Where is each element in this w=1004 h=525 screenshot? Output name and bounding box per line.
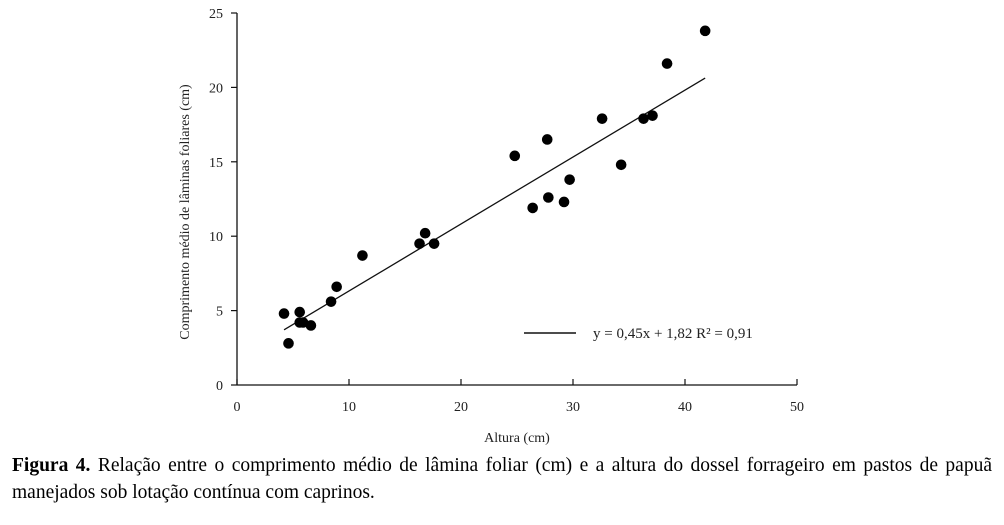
data-point [325,296,337,307]
y-tick-label: 10 [209,230,223,245]
data-point [357,250,368,261]
caption-label: Figura 4. [12,455,91,476]
x-tick-label: 0 [234,400,241,415]
x-axis-title: Altura (cm) [484,431,550,446]
x-tick-label: 50 [790,400,804,415]
y-tick-label: 5 [216,305,223,320]
chart-axes [236,13,797,386]
figure-caption: Figura 4. Relação entre o comprimento mé… [12,452,992,506]
y-tick-label: 25 [209,7,223,22]
data-point [541,134,553,145]
data-point [414,238,425,249]
data-point [615,159,627,171]
y-tick-label: 20 [209,81,223,96]
data-point [428,238,440,249]
data-point [283,338,294,349]
legend-equation: y = 0,45x + 1,82 R² = 0,91 [593,326,753,342]
data-point [564,174,575,185]
data-point [527,202,538,214]
y-axis-title: Comprimento médio de lâminas foliares (c… [178,84,193,340]
data-point [647,110,658,121]
data-point [305,320,317,331]
data-point [661,58,673,69]
caption-text: Relação entre o comprimento médio de lâm… [12,455,992,503]
legend: y = 0,45x + 1,82 R² = 0,91 [524,326,753,342]
data-point [331,281,342,293]
x-tick-label: 10 [342,400,356,415]
chart-ticks: 0 10 20 30 40 50 0 5 10 15 20 25 [209,7,804,415]
x-tick-label: 40 [678,400,692,415]
data-point [509,150,521,162]
data-point [558,196,570,208]
data-point [638,113,649,124]
data-points [278,25,711,349]
y-tick-label: 15 [209,156,223,171]
data-point [294,306,306,318]
trend-line [283,77,706,331]
data-point [419,227,431,239]
data-point [278,308,290,319]
data-point [596,113,608,124]
y-tick-label: 0 [216,379,223,394]
x-tick-label: 30 [566,400,580,415]
data-point [543,192,554,203]
scatter-chart: 0 10 20 30 40 50 0 5 10 15 20 25 y = 0,45x + 1,82 R… [178,7,804,446]
x-tick-label: 20 [454,400,468,415]
data-point [699,25,711,37]
